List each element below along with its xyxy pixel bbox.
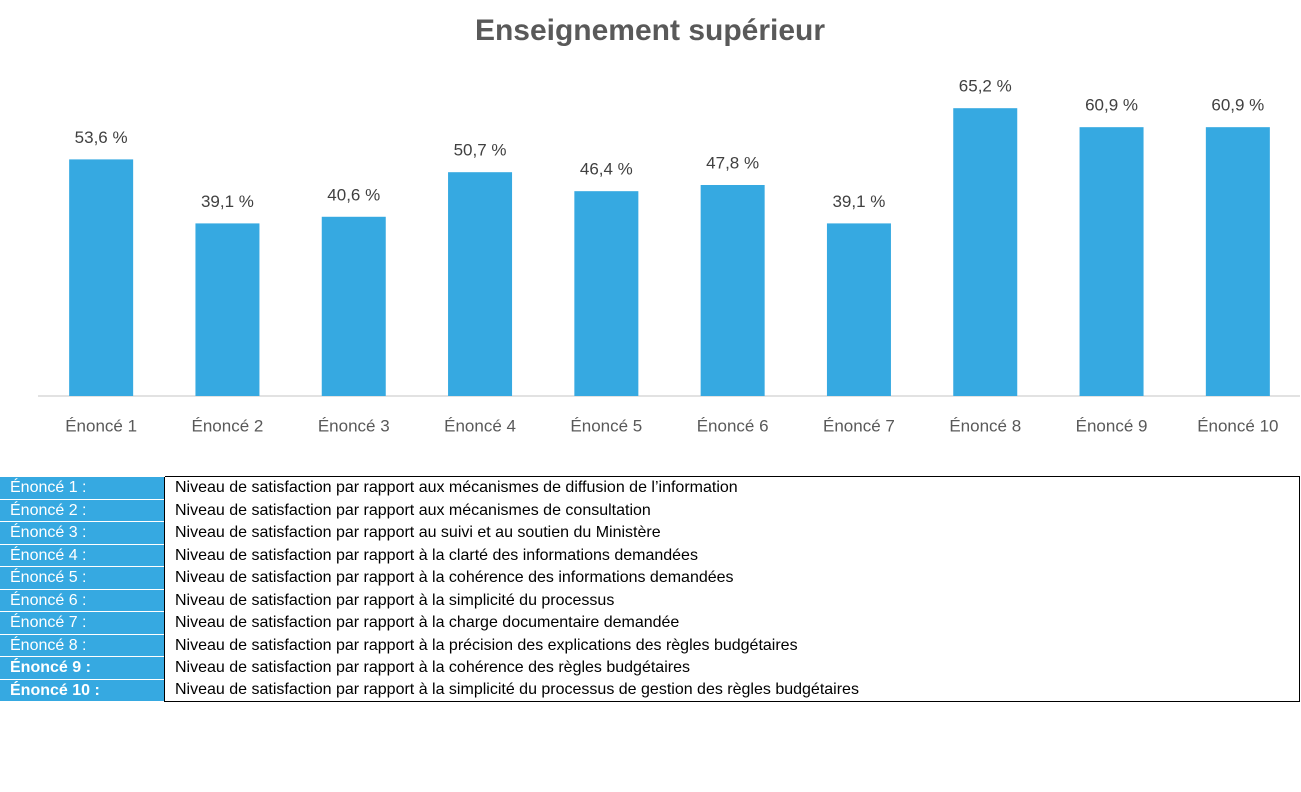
x-tick-label: Énoncé 7 [823, 416, 895, 435]
legend-description: Niveau de satisfaction par rapport à la … [164, 656, 1300, 679]
legend-key: Énoncé 7 : [0, 611, 165, 634]
bar [448, 172, 513, 396]
bar [321, 216, 386, 396]
legend-key: Énoncé 6 : [0, 588, 165, 612]
bar [69, 159, 134, 396]
legend-description: Niveau de satisfaction par rapport à la … [164, 544, 1300, 567]
legend-description: Niveau de satisfaction par rapport au su… [164, 521, 1300, 544]
x-tick-label: Énoncé 6 [697, 416, 769, 435]
value-label: 60,9 % [1211, 96, 1264, 115]
bar [195, 223, 260, 396]
legend-row: Énoncé 8 : Niveau de satisfaction par rap… [0, 633, 1300, 657]
legend-table: Énoncé 1 : Niveau de satisfaction par rap… [0, 476, 1300, 702]
x-tick-label: Énoncé 5 [570, 416, 642, 435]
bar [826, 223, 891, 396]
legend-description: Niveau de satisfaction par rapport à la … [164, 566, 1300, 589]
value-label: 39,1 % [201, 192, 254, 211]
legend-key: Énoncé 4 : [0, 543, 165, 567]
value-label: 40,6 % [327, 185, 380, 204]
x-tick-label: Énoncé 3 [318, 416, 390, 435]
x-tick-label: Énoncé 10 [1197, 416, 1278, 435]
value-label: 60,9 % [1085, 96, 1138, 115]
legend-key: Énoncé 2 : [0, 498, 165, 522]
legend-description: Niveau de satisfaction par rapport à la … [164, 634, 1300, 657]
x-tick-label: Énoncé 9 [1076, 416, 1148, 435]
legend-description: Niveau de satisfaction par rapport à la … [164, 611, 1300, 634]
x-tick-label: Énoncé 1 [65, 416, 137, 435]
legend-row: Énoncé 1 : Niveau de satisfaction par rap… [0, 476, 1300, 499]
value-label: 46,4 % [580, 160, 633, 179]
value-label: 53,6 % [75, 128, 128, 147]
legend-description: Niveau de satisfaction par rapport aux m… [164, 476, 1300, 499]
bar [574, 191, 639, 396]
value-label: 39,1 % [832, 192, 885, 211]
legend-row: Énoncé 7 : Niveau de satisfaction par rap… [0, 611, 1300, 634]
x-tick-label: Énoncé 8 [949, 416, 1021, 435]
legend-key: Énoncé 8 : [0, 633, 165, 657]
x-tick-label: Énoncé 2 [192, 416, 264, 435]
value-label: 65,2 % [959, 77, 1012, 96]
legend-description: Niveau de satisfaction par rapport aux m… [164, 499, 1300, 522]
legend-key: Énoncé 9 : [0, 656, 165, 679]
legend-key: Énoncé 1 : [0, 476, 165, 499]
value-label: 47,8 % [706, 153, 759, 172]
bar [953, 108, 1018, 396]
legend-row: Énoncé 6 : Niveau de satisfaction par rap… [0, 588, 1300, 612]
chart-title: Enseignement supérieur [475, 14, 825, 47]
value-label: 50,7 % [454, 141, 507, 160]
legend-row: Énoncé 10 : Niveau de satisfaction par ra… [0, 678, 1300, 702]
legend-key: Énoncé 3 : [0, 521, 165, 544]
bar [1079, 127, 1144, 397]
chart: Enseignement supérieur Énoncé 1 53,6 % Éno… [38, 14, 1300, 435]
bar [700, 184, 765, 396]
legend-description: Niveau de satisfaction par rapport à la … [164, 679, 1300, 702]
x-tick-label: Énoncé 4 [444, 416, 516, 435]
legend-row: Énoncé 3 : Niveau de satisfaction par rap… [0, 521, 1300, 544]
legend-key: Énoncé 10 : [0, 678, 165, 701]
legend-row: Énoncé 9 : Niveau de satisfaction par rap… [0, 656, 1300, 679]
legend-row: Énoncé 5 : Niveau de satisfaction par rap… [0, 566, 1300, 589]
legend-row: Énoncé 2 : Niveau de satisfaction par rap… [0, 498, 1300, 522]
legend-row: Énoncé 4 : Niveau de satisfaction par rap… [0, 543, 1300, 567]
bar [1205, 127, 1270, 397]
legend-description: Niveau de satisfaction par rapport à la … [164, 589, 1300, 612]
legend-key: Énoncé 5 : [0, 566, 165, 589]
